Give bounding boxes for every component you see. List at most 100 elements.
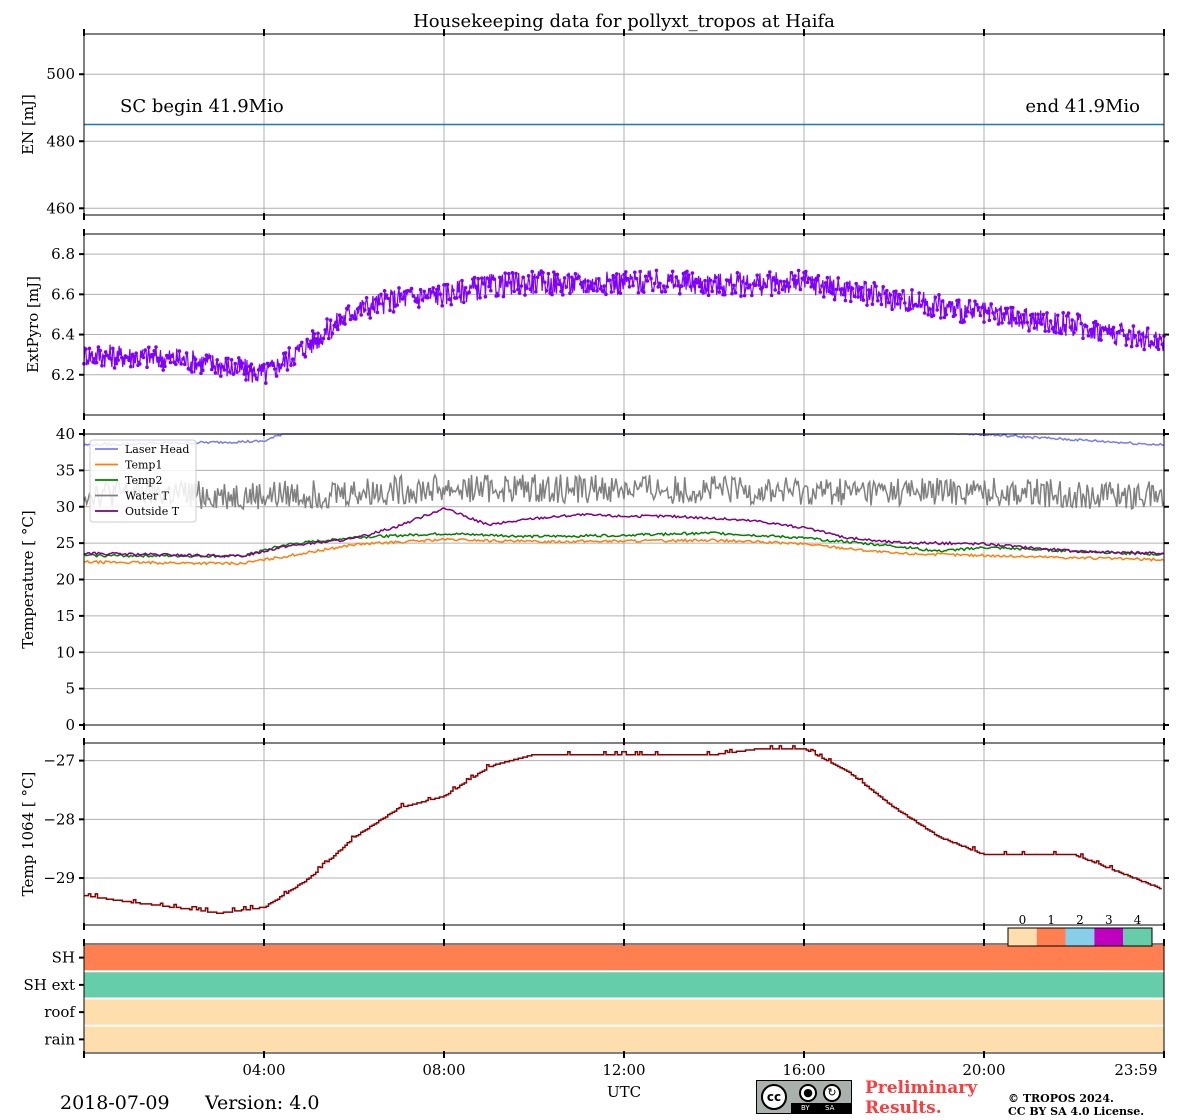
extpyro-series-extpyro-point [849,299,853,304]
extpyro-series-extpyro-point [264,381,268,385]
extpyro-series-extpyro-point [438,292,443,297]
extpyro-series-extpyro-point [577,274,581,279]
extpyro-series-extpyro-point [312,332,317,336]
temperature-y-tick-label: 30 [56,498,75,516]
extpyro-series-extpyro-point [971,307,975,312]
extpyro-series-extpyro-point [1066,311,1071,316]
extpyro-series-extpyro-point [363,308,367,312]
extpyro-series-extpyro-point [447,297,452,302]
temperature-legend-box [89,439,197,523]
extpyro-series-extpyro-point [1158,336,1163,340]
extpyro-series-extpyro-point [512,289,516,294]
temperature-legend-label: Outside T [125,505,180,518]
extpyro-series-extpyro-point [492,277,497,281]
extpyro-series-extpyro-point [787,284,792,289]
extpyro-series-extpyro-point [408,289,412,293]
extpyro-series-extpyro-point [795,278,799,283]
extpyro-series-extpyro-point [602,284,606,288]
extpyro-series-extpyro-point [418,287,423,292]
energy-y-tick-label: 460 [46,199,75,217]
extpyro-series-extpyro-point [368,316,373,320]
extpyro-series-extpyro-point [559,289,563,294]
extpyro-series-extpyro-point [202,357,207,362]
extpyro-series-extpyro-point [1050,326,1055,331]
extpyro-series-extpyro-point [924,302,929,306]
extpyro-series-extpyro-point [604,292,608,297]
extpyro-series-extpyro-point [177,349,182,353]
extpyro-series-extpyro-point [116,358,120,362]
extpyro-series-extpyro-point [440,304,445,308]
copyright-line1: © TROPOS 2024. [1008,1092,1114,1105]
extpyro-series-extpyro-point [303,354,308,359]
extpyro-series-extpyro-point [508,280,513,285]
extpyro-series-extpyro-point [543,280,547,285]
extpyro-series-extpyro-point [102,354,106,359]
footer-version: Version: 4.0 [205,1092,320,1114]
extpyro-series-extpyro-point [670,269,675,274]
extpyro-series-extpyro-point [732,283,736,288]
extpyro-series-extpyro-point [1036,312,1040,317]
extpyro-series-extpyro-point [535,275,540,280]
extpyro-series-extpyro-point [832,297,837,302]
extpyro-series-extpyro-point [897,292,902,297]
extpyro-series-extpyro-point [975,302,979,307]
extpyro-series-extpyro-point [251,368,255,372]
extpyro-series-extpyro-point [679,284,684,288]
extpyro-series-extpyro-point [229,358,234,362]
temperature-series-temp1-line [83,537,1165,566]
extpyro-series-extpyro-point [1079,321,1083,326]
temperature-y-axis-label: Temperature [ °C] [19,510,37,649]
extpyro-series-extpyro-point [1138,338,1143,343]
extpyro-series-extpyro-point [544,288,549,293]
extpyro-series-extpyro-point [690,271,695,275]
extpyro-series-extpyro-point [1023,308,1028,313]
extpyro-series-extpyro-point [233,361,237,366]
extpyro-series-extpyro-point [872,281,876,285]
extpyro-series-extpyro-point [573,272,578,276]
extpyro-series-extpyro-point [1047,329,1051,333]
extpyro-series-extpyro-point [584,289,588,294]
extpyro-series-extpyro-point [183,362,187,367]
extpyro-series-extpyro-point [246,371,250,376]
extpyro-series-extpyro-point [834,287,839,292]
extpyro-series-extpyro-point [244,378,248,382]
extpyro-series-extpyro-point [733,290,738,295]
extpyro-series-extpyro-point [449,302,454,307]
extpyro-series-extpyro-point [254,376,259,381]
extpyro-series-extpyro-point [415,300,419,304]
extpyro-series-extpyro-point [1048,319,1053,323]
extpyro-series-extpyro-point [87,346,92,351]
extpyro-series-extpyro-point [782,279,786,284]
extpyro-series-extpyro-point [645,279,650,283]
extpyro-series-extpyro-point [481,282,486,286]
footer-date: 2018-07-09 [60,1092,170,1114]
extpyro-series-extpyro-point [377,301,382,306]
extpyro-series-extpyro-point [273,367,277,371]
extpyro-series-extpyro-point [674,275,678,279]
extpyro-series-extpyro-point [962,319,966,324]
extpyro-series-extpyro-point [485,276,490,280]
extpyro-series-extpyro-point [1090,327,1094,332]
extpyro-series-extpyro-point [1039,322,1044,326]
energy-y-tick-label: 480 [46,132,75,150]
extpyro-series-extpyro-point [474,284,479,289]
extpyro-series-extpyro-point [487,284,491,289]
extpyro-series-extpyro-point [1156,347,1161,352]
extpyro-series-extpyro-point [1086,333,1091,338]
extpyro-series-extpyro-point [193,357,198,362]
extpyro-series-extpyro-point [919,303,923,308]
extpyro-series-extpyro-point [593,281,597,286]
extpyro-series-extpyro-point [600,289,605,293]
extpyro-series-extpyro-point [516,287,520,292]
extpyro-series-extpyro-point [523,293,527,297]
extpyro-series-extpyro-point [521,275,525,280]
extpyro-series-extpyro-point [840,287,844,291]
extpyro-series-extpyro-point [426,295,430,300]
badge-sa-label: SA [825,1104,835,1112]
extpyro-series-extpyro-point [629,276,633,280]
extpyro-series-extpyro-point [283,351,288,355]
extpyro-series-extpyro-point [996,322,1001,326]
extpyro-series-extpyro-point [620,278,624,282]
temperature-legend-label: Temp2 [125,474,162,487]
